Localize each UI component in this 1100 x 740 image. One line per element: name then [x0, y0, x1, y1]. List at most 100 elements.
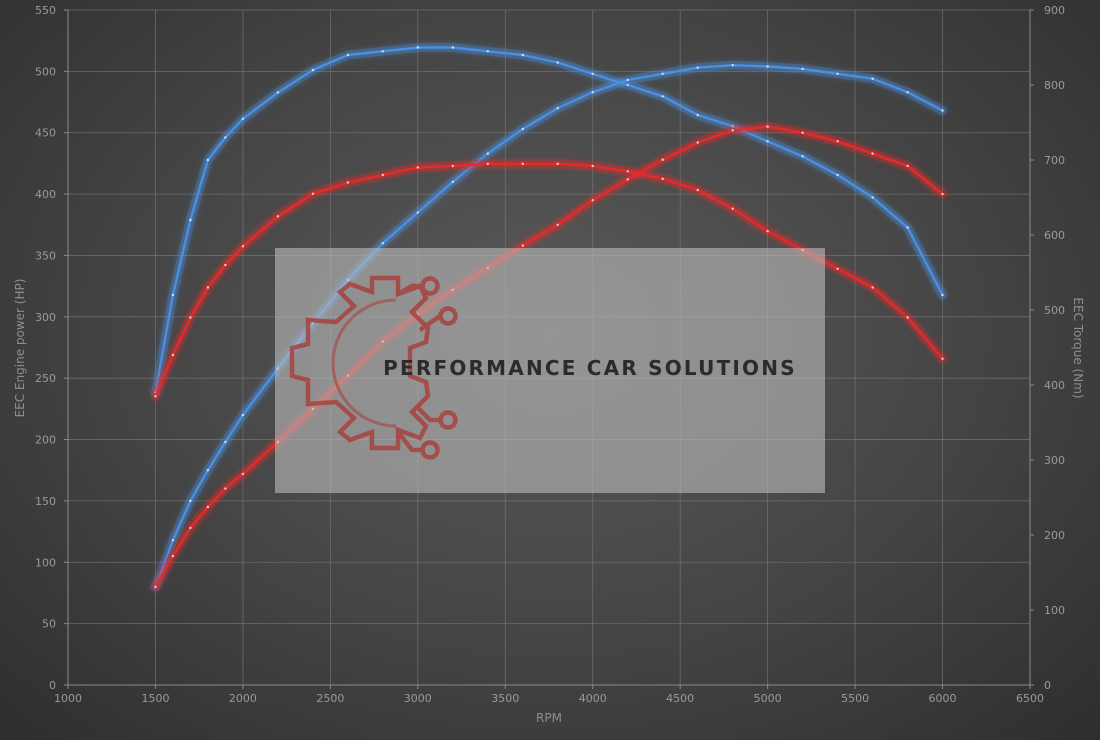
y2-tick-label: 400 — [1044, 379, 1065, 392]
gear-circuit-logo-icon — [289, 275, 458, 460]
y-tick-label: 200 — [35, 434, 56, 447]
data-point — [276, 215, 280, 218]
data-point — [241, 117, 245, 121]
data-point — [661, 95, 664, 98]
data-point — [416, 166, 419, 169]
data-point — [224, 440, 227, 444]
y-tick-label: 550 — [35, 4, 56, 17]
data-point — [941, 192, 944, 196]
data-point — [766, 230, 769, 233]
data-point — [836, 173, 839, 177]
data-point — [171, 293, 175, 297]
y2-tick-label: 500 — [1044, 304, 1065, 317]
series-3 — [151, 159, 947, 401]
data-point — [224, 136, 227, 139]
data-point — [416, 211, 419, 214]
data-point — [346, 181, 350, 184]
data-point — [626, 170, 629, 173]
data-point — [381, 50, 384, 53]
y2-axis-title: EEC Torque (Nm) — [1071, 297, 1085, 398]
data-point — [154, 585, 157, 588]
y-tick-label: 0 — [49, 679, 56, 692]
data-point — [451, 46, 454, 49]
data-point — [416, 46, 419, 49]
x-tick-label: 2500 — [316, 692, 344, 705]
x-axis-title: RPM — [536, 711, 562, 725]
series-line — [154, 46, 944, 394]
data-point — [486, 152, 489, 155]
y-tick-label: 150 — [35, 495, 56, 508]
data-point — [224, 487, 227, 490]
data-point — [171, 353, 175, 357]
data-point — [626, 178, 629, 181]
data-point — [906, 226, 909, 229]
data-point — [346, 53, 350, 57]
data-point — [941, 293, 944, 297]
data-point — [696, 141, 699, 144]
data-point — [521, 53, 524, 57]
data-point — [941, 109, 944, 112]
data-point — [556, 61, 559, 64]
data-point — [241, 472, 245, 476]
data-point — [731, 129, 734, 132]
series-line — [154, 64, 944, 588]
data-point — [591, 91, 594, 94]
y-tick-label: 100 — [35, 556, 56, 569]
data-point — [206, 505, 210, 509]
data-point — [906, 91, 909, 94]
data-point — [871, 286, 874, 289]
y-tick-label: 500 — [35, 65, 56, 78]
data-point — [189, 499, 192, 503]
data-point — [381, 173, 384, 177]
x-tick-label: 1500 — [141, 692, 169, 705]
data-point — [556, 107, 559, 110]
data-point — [189, 526, 192, 530]
y-axis-title: EEC Engine power (HP) — [13, 279, 27, 418]
tick-labels: 1000 1500 2000 2500 3000 3500 4000 4500 5000 5500… — [35, 4, 1065, 705]
y2-tick-label: 800 — [1044, 79, 1065, 92]
data-point — [766, 140, 769, 143]
x-tick-label: 5500 — [841, 692, 869, 705]
x-tick-label: 6000 — [929, 692, 957, 705]
data-point — [171, 539, 175, 542]
data-point — [451, 180, 454, 183]
data-point — [836, 140, 839, 143]
y2-tick-label: 900 — [1044, 4, 1065, 17]
data-point — [661, 72, 664, 76]
y2-tick-label: 0 — [1044, 679, 1051, 692]
data-point — [906, 316, 909, 319]
x-tick-label: 2000 — [229, 692, 257, 705]
data-point — [836, 72, 839, 76]
data-point — [731, 63, 734, 67]
data-point — [836, 267, 839, 270]
data-point — [486, 162, 489, 165]
axes — [67, 10, 1031, 686]
data-point — [766, 65, 769, 68]
data-point — [871, 152, 874, 155]
data-point — [154, 395, 157, 398]
x-tick-label: 6500 — [1016, 692, 1044, 705]
y-tick-label: 450 — [35, 127, 56, 140]
brand-name: PERFORMANCE CAR SOLUTIONS — [383, 356, 797, 380]
y-tick-label: 300 — [35, 311, 56, 324]
data-point — [521, 162, 524, 165]
data-point — [871, 196, 874, 199]
data-point — [556, 223, 559, 226]
y2-tick-label: 600 — [1044, 229, 1065, 242]
data-point — [451, 164, 454, 168]
data-point — [311, 68, 315, 72]
data-point — [224, 263, 227, 267]
y2-tick-label: 300 — [1044, 454, 1065, 467]
data-point — [241, 413, 245, 417]
x-tick-label: 3000 — [404, 692, 432, 705]
data-point — [381, 242, 384, 245]
data-point — [661, 177, 664, 180]
x-tick-label: 4000 — [579, 692, 607, 705]
data-point — [171, 554, 175, 558]
data-point — [206, 469, 210, 472]
data-point — [696, 113, 699, 117]
data-point — [801, 67, 804, 71]
x-tick-label: 1000 — [54, 692, 82, 705]
y2-tick-label: 700 — [1044, 154, 1065, 167]
